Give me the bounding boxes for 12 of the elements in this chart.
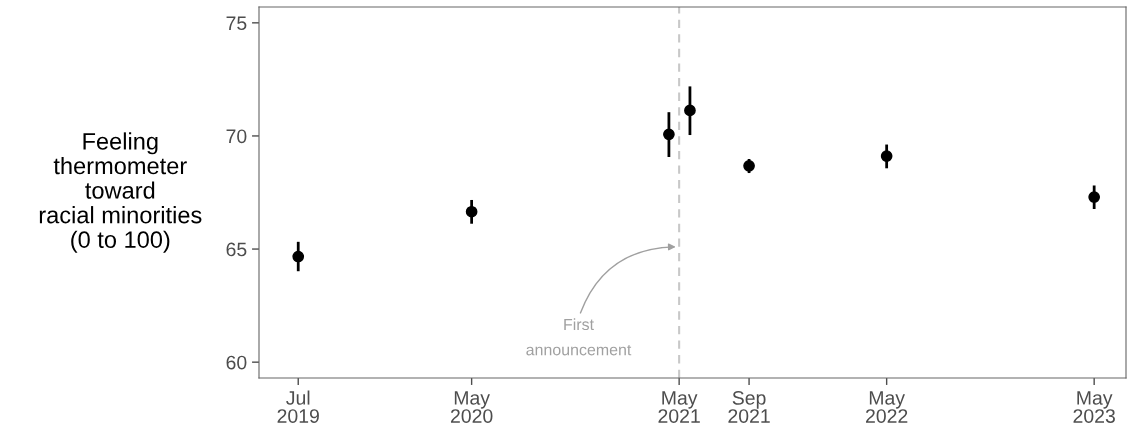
y-tick-label: 60 xyxy=(226,355,247,370)
x-tick-label: May 2023 xyxy=(1073,391,1115,423)
x-tick-label: May 2022 xyxy=(866,391,908,423)
x-tick-label: May 2021 xyxy=(658,391,700,423)
annotation: First announcement xyxy=(526,318,632,356)
y-tick-label: 75 xyxy=(226,16,247,31)
y-axis-title: Feeling thermometer toward racial minorities (0 to 100) xyxy=(39,132,202,253)
x-tick-label: Jul 2019 xyxy=(277,390,319,423)
x-tick-label: May 2020 xyxy=(450,391,493,423)
y-tick-label: 65 xyxy=(226,242,247,257)
y-tick-label: 70 xyxy=(226,129,247,144)
x-tick-label: Sep 2021 xyxy=(728,391,770,423)
